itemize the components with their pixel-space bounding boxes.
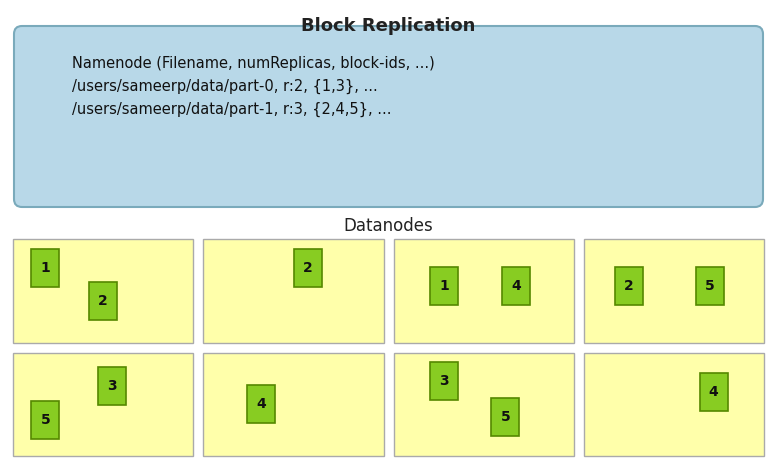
FancyBboxPatch shape bbox=[14, 26, 763, 207]
Text: Block Replication: Block Replication bbox=[301, 17, 476, 35]
Bar bbox=[696, 266, 724, 304]
Text: 4: 4 bbox=[709, 385, 719, 399]
Bar bbox=[247, 385, 275, 423]
Bar bbox=[615, 266, 643, 304]
Bar bbox=[13, 353, 193, 456]
Bar bbox=[430, 266, 458, 304]
Text: 1: 1 bbox=[439, 279, 449, 293]
Bar bbox=[89, 282, 117, 320]
Bar bbox=[699, 373, 727, 411]
Text: Datanodes: Datanodes bbox=[343, 217, 433, 235]
Bar bbox=[204, 353, 384, 456]
Text: 3: 3 bbox=[107, 378, 117, 393]
Bar bbox=[584, 353, 764, 456]
Text: 2: 2 bbox=[98, 294, 108, 308]
Bar bbox=[393, 353, 573, 456]
Bar bbox=[584, 239, 764, 342]
Text: 3: 3 bbox=[439, 374, 449, 388]
Bar bbox=[98, 367, 126, 405]
Text: 5: 5 bbox=[705, 279, 715, 293]
Bar bbox=[31, 249, 60, 287]
Text: 2: 2 bbox=[303, 261, 312, 275]
Text: 1: 1 bbox=[40, 261, 51, 275]
Text: 5: 5 bbox=[500, 409, 510, 424]
Bar bbox=[204, 239, 384, 342]
Bar bbox=[294, 249, 322, 287]
Bar bbox=[13, 239, 193, 342]
Bar bbox=[502, 266, 530, 304]
Bar bbox=[430, 363, 458, 401]
Text: 5: 5 bbox=[40, 413, 51, 427]
Text: 2: 2 bbox=[624, 279, 634, 293]
Bar bbox=[491, 398, 519, 436]
Text: Namenode (Filename, numReplicas, block-ids, ...)
/users/sameerp/data/part-0, r:2: Namenode (Filename, numReplicas, block-i… bbox=[72, 56, 435, 117]
Bar bbox=[393, 239, 573, 342]
Text: 4: 4 bbox=[256, 397, 266, 411]
Text: 4: 4 bbox=[511, 279, 521, 293]
Bar bbox=[31, 401, 60, 439]
